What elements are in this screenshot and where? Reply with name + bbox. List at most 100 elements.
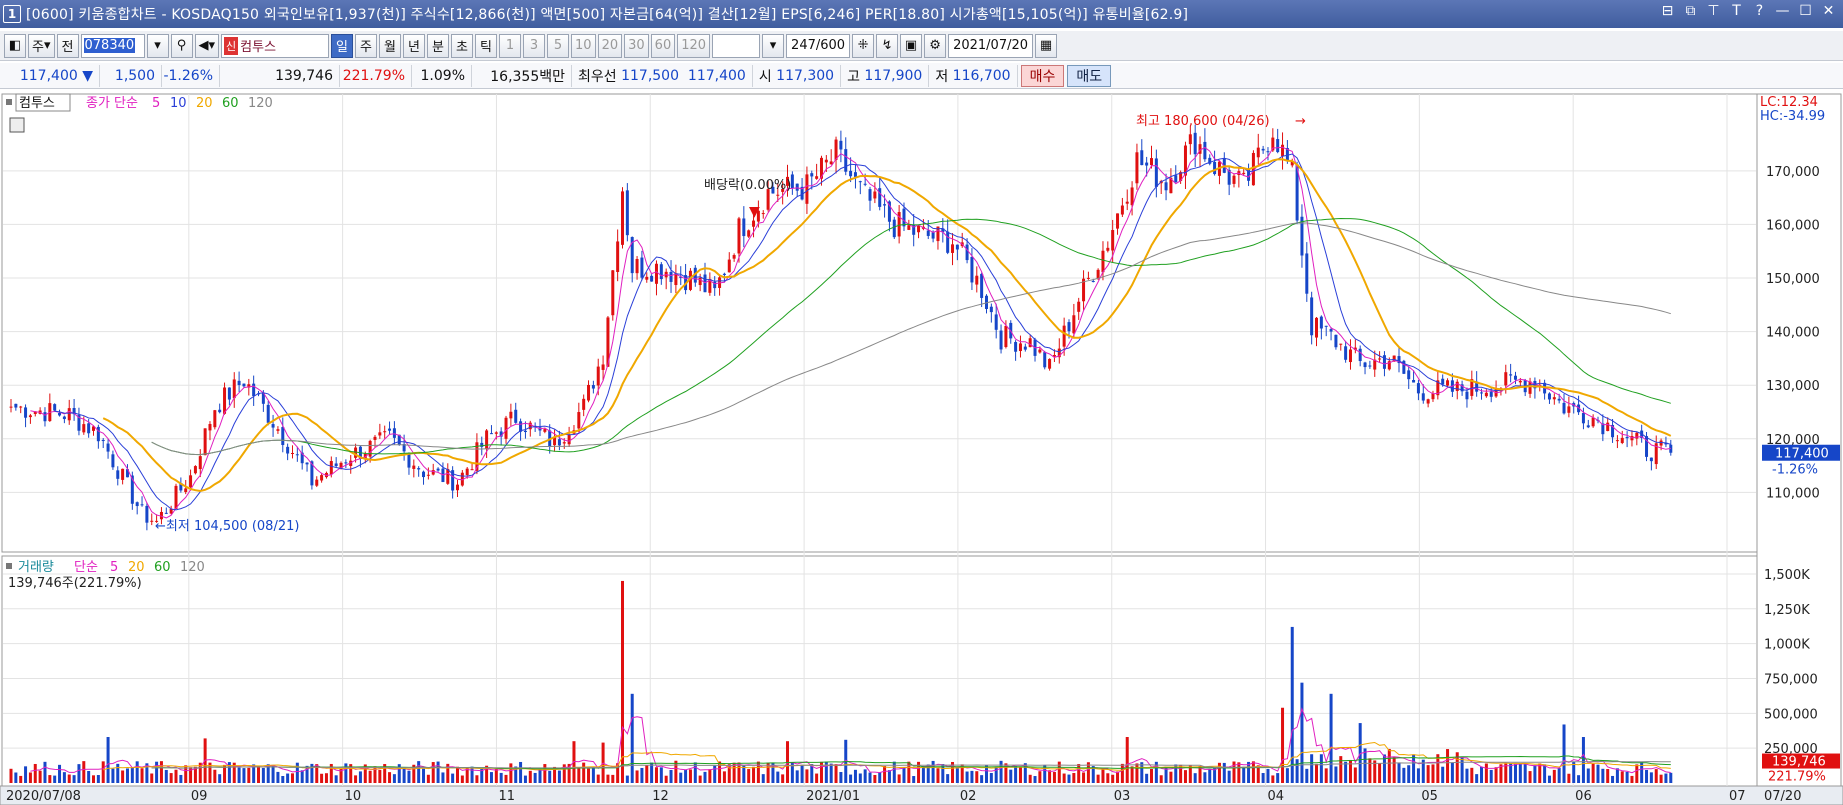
volume-bar xyxy=(756,761,760,783)
interval-second-button[interactable]: 초 xyxy=(451,33,474,58)
cascade-icon[interactable]: ⧉ xyxy=(1685,3,1696,19)
search-icon[interactable]: ⚲ xyxy=(170,33,193,58)
number-button-5[interactable]: 5 xyxy=(547,33,570,58)
volume-bar xyxy=(1470,767,1474,783)
volume-bar xyxy=(1164,766,1168,783)
sell-button[interactable]: 매도 xyxy=(1067,64,1112,87)
interval-year-button[interactable]: 년 xyxy=(403,33,426,58)
volume-bar xyxy=(1475,774,1479,783)
volume-bar xyxy=(446,763,450,783)
help-icon[interactable]: ? xyxy=(1755,3,1764,19)
interval-tick-button[interactable]: 틱 xyxy=(475,33,498,58)
volume-bar xyxy=(1368,758,1372,783)
volume-bar xyxy=(1251,761,1255,783)
volume-bar xyxy=(290,773,294,783)
candle-body xyxy=(1057,348,1061,358)
candle-body xyxy=(1416,383,1420,394)
window-number-badge[interactable]: 1 xyxy=(3,5,21,23)
custom-number-dropdown-icon[interactable]: ▾ xyxy=(762,33,785,58)
whole-button[interactable]: 전 xyxy=(56,33,79,58)
candle-body xyxy=(980,273,984,298)
volume-bar xyxy=(1572,761,1576,783)
speaker-icon[interactable]: ◀▾ xyxy=(194,33,220,58)
candle-body xyxy=(1319,316,1323,329)
volume-legend-ma-label: 60 xyxy=(154,560,171,575)
volume-bar xyxy=(815,773,819,783)
candle-body xyxy=(1484,392,1488,397)
volume-bar xyxy=(528,770,532,783)
volume-bar xyxy=(640,767,644,783)
volume-bar xyxy=(582,762,586,783)
custom-number-input[interactable] xyxy=(712,33,761,58)
candle-body xyxy=(1043,352,1047,368)
tile-icon[interactable]: ⊟ xyxy=(1661,3,1674,19)
volume-bar xyxy=(1033,776,1037,783)
number-button-20[interactable]: 20 xyxy=(597,33,623,58)
stock-name-field[interactable]: 신 컴투스 xyxy=(221,33,330,58)
volume-bar xyxy=(1455,752,1459,783)
candle-body xyxy=(1149,158,1153,166)
interval-week-button[interactable]: 주 xyxy=(355,33,378,58)
gear-icon[interactable]: ⚙ xyxy=(924,33,947,58)
candle-body xyxy=(688,270,692,290)
period-mode-label: 주 xyxy=(32,40,44,55)
candle-body xyxy=(1315,317,1319,338)
data-count-field[interactable]: 247/600 xyxy=(786,33,851,58)
volume-bar xyxy=(373,766,377,783)
volume-bar xyxy=(795,770,799,783)
candle-body xyxy=(1426,399,1430,404)
volume-bar xyxy=(975,771,979,783)
volume-bar xyxy=(232,762,236,783)
candle-body xyxy=(727,259,731,273)
number-button-10[interactable]: 10 xyxy=(571,33,596,58)
volume-bar xyxy=(1009,769,1013,783)
volume-bar xyxy=(1077,764,1081,783)
candle-body xyxy=(1140,150,1144,166)
candle-body xyxy=(9,406,13,408)
save-icon[interactable]: ▣ xyxy=(900,33,923,58)
calendar-icon[interactable]: ▦ xyxy=(1035,33,1058,58)
drawing-tools-icon[interactable]: ↯ xyxy=(876,33,899,58)
indicator-icon[interactable]: ⁜ xyxy=(852,33,875,58)
volume-bar xyxy=(1518,764,1522,783)
volume-bar xyxy=(674,760,678,783)
layout-icon[interactable]: ◧ xyxy=(4,33,26,58)
candle-body xyxy=(1431,393,1435,400)
candle-body xyxy=(936,226,940,242)
candle-body xyxy=(320,475,324,481)
candle-body xyxy=(756,210,760,222)
volume-bar xyxy=(519,761,523,783)
number-button-60[interactable]: 60 xyxy=(650,33,676,58)
text-icon[interactable]: T xyxy=(1732,3,1741,19)
interval-minute-button[interactable]: 분 xyxy=(427,33,450,58)
volume-tick-label: 250,000 xyxy=(1764,742,1818,757)
date-input[interactable]: 2021/07/20 xyxy=(948,33,1034,58)
stock-code-input[interactable]: 078340 xyxy=(80,33,145,58)
volume-bar xyxy=(1290,626,1294,783)
volume-bar xyxy=(1208,769,1212,783)
close-icon[interactable]: ✕ xyxy=(1822,3,1835,19)
pin-icon[interactable]: ⊤ xyxy=(1707,3,1720,19)
code-dropdown-icon[interactable]: ▾ xyxy=(146,33,169,58)
volume-bar xyxy=(257,766,261,783)
interval-month-button[interactable]: 월 xyxy=(379,33,402,58)
volume-legend-label: 단순 xyxy=(74,560,98,575)
candle-body xyxy=(334,463,338,466)
buy-button[interactable]: 매수 xyxy=(1020,64,1065,87)
number-button-120[interactable]: 120 xyxy=(677,33,711,58)
volume-bar xyxy=(805,769,809,783)
number-button-3[interactable]: 3 xyxy=(523,33,546,58)
chart-area[interactable]: 170,000 160,000 150,000 140,000 130,000 120,0… xyxy=(0,92,1843,805)
candle-body xyxy=(1242,172,1246,174)
minimize-icon[interactable]: — xyxy=(1775,3,1790,19)
period-mode-select[interactable]: 주 ▾ xyxy=(28,33,55,58)
price-tick-label: 130,000 xyxy=(1766,379,1820,394)
maximize-icon[interactable]: ☐ xyxy=(1799,3,1812,19)
high-label: 고 xyxy=(847,68,860,85)
number-button-1[interactable]: 1 xyxy=(499,33,522,58)
number-button-30[interactable]: 30 xyxy=(624,33,649,58)
interval-day-button[interactable]: 일 xyxy=(331,33,354,58)
low-price: 116,700 xyxy=(952,67,1011,84)
volume-bar xyxy=(747,769,751,783)
candle-body xyxy=(1324,325,1328,327)
